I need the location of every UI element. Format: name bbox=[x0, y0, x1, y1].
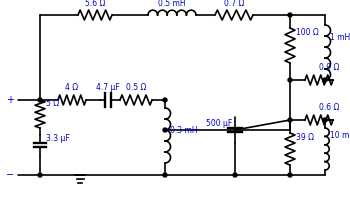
Text: 3.3 μF: 3.3 μF bbox=[46, 134, 70, 143]
Text: 0.5 Ω: 0.5 Ω bbox=[126, 83, 146, 92]
Text: 10 mH: 10 mH bbox=[330, 131, 350, 140]
Text: 0.6 Ω: 0.6 Ω bbox=[319, 103, 340, 112]
Circle shape bbox=[163, 128, 167, 132]
Circle shape bbox=[233, 173, 237, 177]
Text: 39 Ω: 39 Ω bbox=[296, 133, 314, 142]
Circle shape bbox=[163, 173, 167, 177]
Text: 0.9 Ω: 0.9 Ω bbox=[319, 63, 340, 72]
Text: 500 μF: 500 μF bbox=[206, 119, 232, 128]
Text: 100 Ω: 100 Ω bbox=[296, 28, 319, 37]
Text: 0.5 mH: 0.5 mH bbox=[158, 0, 186, 8]
Circle shape bbox=[38, 98, 42, 102]
Circle shape bbox=[323, 78, 327, 82]
Circle shape bbox=[163, 98, 167, 102]
Circle shape bbox=[288, 78, 292, 82]
Text: 5.6 Ω: 5.6 Ω bbox=[85, 0, 105, 8]
Circle shape bbox=[288, 13, 292, 17]
Circle shape bbox=[323, 118, 327, 122]
Circle shape bbox=[38, 173, 42, 177]
Circle shape bbox=[288, 173, 292, 177]
Text: 0.7 Ω: 0.7 Ω bbox=[224, 0, 244, 8]
Text: −: − bbox=[6, 170, 14, 180]
Text: +: + bbox=[6, 95, 14, 105]
Text: 0.3 mH: 0.3 mH bbox=[170, 126, 198, 135]
Text: 4 Ω: 4 Ω bbox=[65, 83, 78, 92]
Text: 4.7 μF: 4.7 μF bbox=[96, 83, 120, 92]
Text: 5 Ω: 5 Ω bbox=[46, 99, 59, 108]
Circle shape bbox=[288, 118, 292, 122]
Text: 1 mH: 1 mH bbox=[330, 33, 350, 42]
